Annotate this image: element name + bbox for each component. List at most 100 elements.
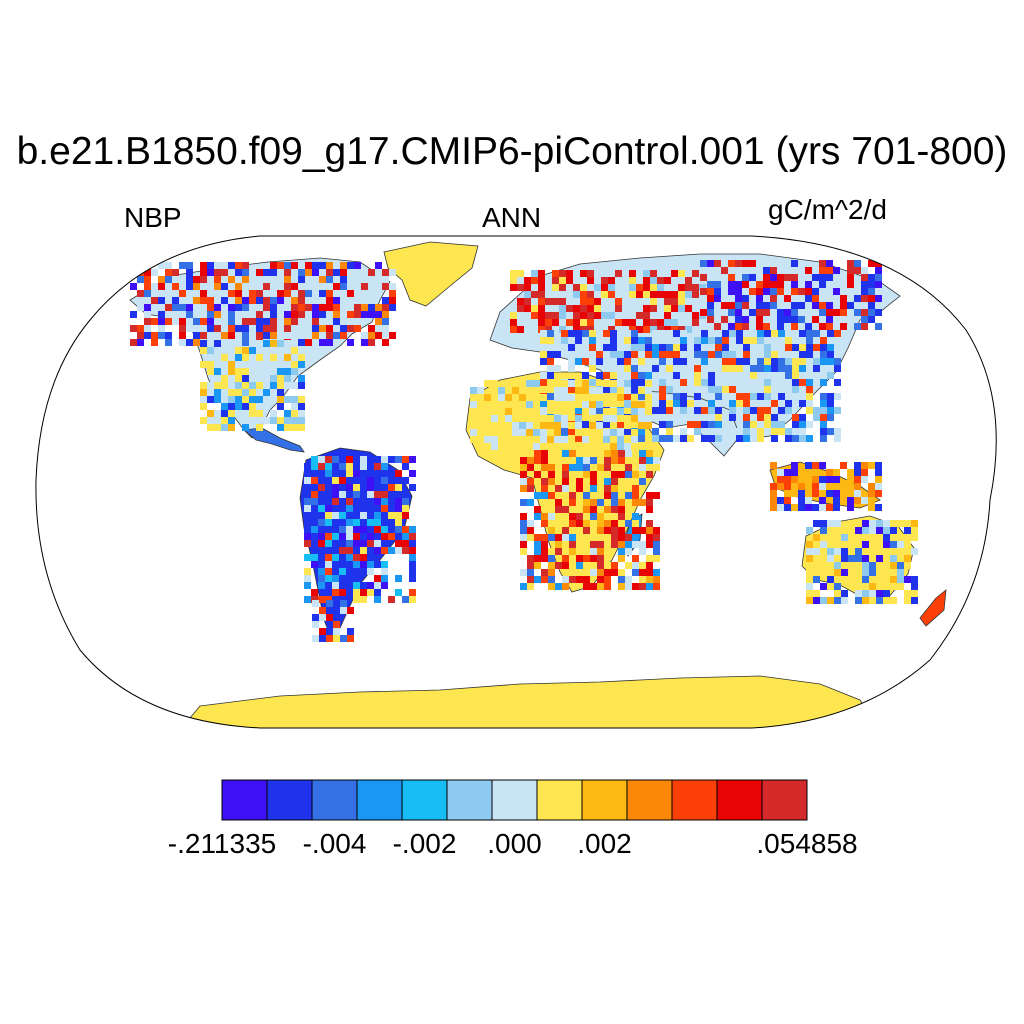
data-cell bbox=[911, 548, 918, 555]
data-cell bbox=[548, 527, 555, 534]
data-cell bbox=[402, 533, 409, 540]
data-cell bbox=[834, 541, 841, 548]
data-cell bbox=[742, 316, 749, 323]
data-cell bbox=[715, 428, 722, 435]
data-cell bbox=[904, 520, 911, 527]
data-cell bbox=[137, 290, 144, 297]
data-cell bbox=[632, 492, 639, 499]
data-cell bbox=[694, 337, 701, 344]
data-cell bbox=[603, 394, 610, 401]
data-cell bbox=[847, 469, 854, 476]
data-cell bbox=[597, 583, 604, 590]
data-cell bbox=[636, 312, 643, 319]
data-cell bbox=[339, 575, 346, 582]
data-cell bbox=[374, 456, 381, 463]
data-cell bbox=[367, 484, 374, 491]
data-cell bbox=[388, 456, 395, 463]
data-cell bbox=[820, 541, 827, 548]
data-cell bbox=[820, 400, 827, 407]
data-cell bbox=[819, 316, 826, 323]
data-cell bbox=[812, 490, 819, 497]
data-cell bbox=[799, 414, 806, 421]
data-cell bbox=[200, 347, 207, 354]
data-cell bbox=[722, 337, 729, 344]
data-cell bbox=[512, 387, 519, 394]
data-cell bbox=[347, 311, 354, 318]
data-cell bbox=[339, 547, 346, 554]
data-cell bbox=[491, 443, 498, 450]
data-cell bbox=[624, 443, 631, 450]
data-cell bbox=[311, 596, 318, 603]
data-cell bbox=[875, 281, 882, 288]
data-cell bbox=[791, 302, 798, 309]
data-cell bbox=[200, 340, 207, 347]
data-cell bbox=[652, 379, 659, 386]
data-cell bbox=[382, 325, 389, 332]
data-cell bbox=[742, 274, 749, 281]
data-cell bbox=[791, 490, 798, 497]
data-cell bbox=[326, 628, 333, 635]
data-cell bbox=[861, 288, 868, 295]
data-cell bbox=[207, 410, 214, 417]
data-cell bbox=[186, 304, 193, 311]
data-cell bbox=[617, 428, 624, 435]
data-cell bbox=[601, 291, 608, 298]
data-cell bbox=[491, 415, 498, 422]
data-cell bbox=[604, 534, 611, 541]
data-cell bbox=[657, 284, 664, 291]
data-cell bbox=[538, 270, 545, 277]
data-cell bbox=[764, 337, 771, 344]
data-cell bbox=[646, 506, 653, 513]
data-cell bbox=[678, 284, 685, 291]
data-cell bbox=[186, 262, 193, 269]
data-cell bbox=[382, 276, 389, 283]
data-cell bbox=[228, 389, 235, 396]
data-cell bbox=[575, 407, 582, 414]
data-cell bbox=[569, 576, 576, 583]
data-cell bbox=[715, 344, 722, 351]
data-cell bbox=[552, 270, 559, 277]
data-cell bbox=[554, 401, 561, 408]
data-cell bbox=[597, 499, 604, 506]
data-cell bbox=[708, 400, 715, 407]
data-cell bbox=[575, 394, 582, 401]
data-cell bbox=[277, 297, 284, 304]
data-cell bbox=[826, 490, 833, 497]
data-cell bbox=[186, 283, 193, 290]
data-cell bbox=[555, 485, 562, 492]
data-cell bbox=[868, 497, 875, 504]
data-cell bbox=[583, 569, 590, 576]
data-cell bbox=[568, 351, 575, 358]
data-cell bbox=[527, 569, 534, 576]
data-cell bbox=[596, 372, 603, 379]
data-cell bbox=[618, 499, 625, 506]
data-cell bbox=[361, 276, 368, 283]
data-cell bbox=[617, 330, 624, 337]
data-cell bbox=[707, 302, 714, 309]
data-cell bbox=[144, 311, 151, 318]
data-cell bbox=[569, 520, 576, 527]
data-cell bbox=[256, 325, 263, 332]
data-cell bbox=[256, 340, 263, 347]
data-cell bbox=[505, 422, 512, 429]
data-cell bbox=[524, 291, 531, 298]
data-cell bbox=[911, 597, 918, 604]
data-cell bbox=[875, 462, 882, 469]
data-cell bbox=[777, 469, 784, 476]
data-cell bbox=[897, 576, 904, 583]
data-cell bbox=[646, 499, 653, 506]
data-cell bbox=[235, 325, 242, 332]
data-cell bbox=[904, 548, 911, 555]
data-cell bbox=[659, 386, 666, 393]
data-cell bbox=[319, 318, 326, 325]
data-cell bbox=[685, 326, 692, 333]
data-cell bbox=[569, 541, 576, 548]
data-cell bbox=[520, 541, 527, 548]
data-cell bbox=[750, 372, 757, 379]
data-cell bbox=[318, 596, 325, 603]
data-cell bbox=[555, 499, 562, 506]
data-cell bbox=[833, 497, 840, 504]
data-cell bbox=[611, 485, 618, 492]
data-cell bbox=[771, 358, 778, 365]
data-cell bbox=[368, 304, 375, 311]
